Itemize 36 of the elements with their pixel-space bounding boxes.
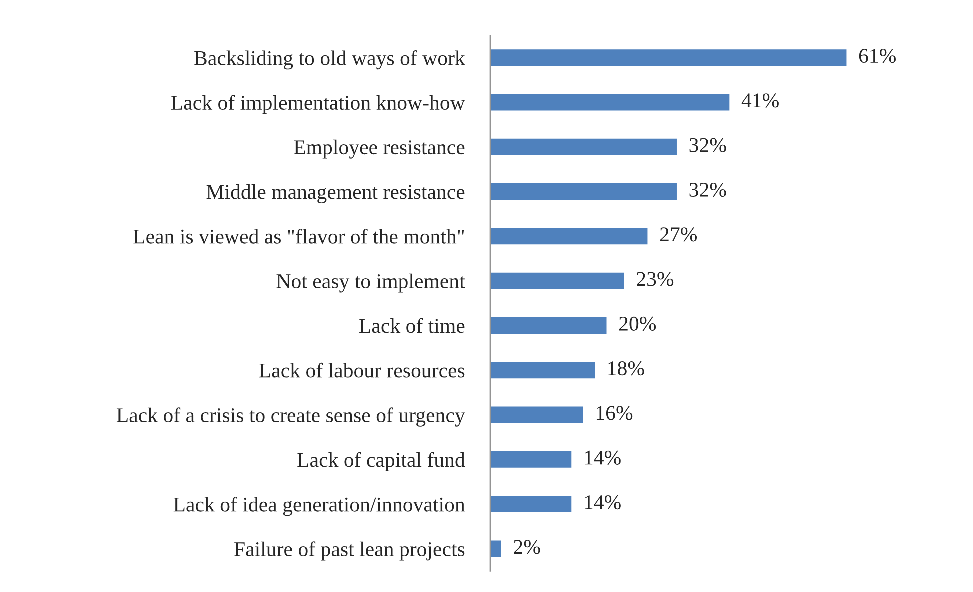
y-tick-label: Middle management resistance	[206, 184, 465, 204]
data-label: 14%	[585, 495, 621, 510]
data-label: 20%	[619, 316, 656, 332]
bar	[490, 138, 678, 157]
bar	[490, 450, 574, 470]
y-tick-label: Lack of a crisis to create sense of urgency	[116, 408, 466, 427]
y-tick-label: Lack of labour resources	[259, 362, 465, 378]
data-label: 61%	[859, 49, 896, 64]
y-tick-label: Lack of idea generation/innovation	[174, 496, 466, 516]
data-label: 32%	[690, 182, 726, 198]
y-tick-label: Lack of capital fund	[298, 452, 466, 472]
y-tick-label: Lack of implementation know-how	[172, 95, 466, 114]
y-tick-label: Failure of past lean projects	[234, 542, 465, 561]
bar	[490, 360, 596, 380]
bar	[490, 539, 503, 559]
y-tick-label: Backsliding to old ways of work	[194, 50, 466, 70]
data-label: 2%	[514, 540, 540, 554]
data-label: 27%	[660, 228, 698, 242]
data-label: 32%	[690, 138, 726, 152]
data-label: 23%	[637, 272, 674, 286]
bar	[490, 182, 678, 202]
y-tick-label: Lean is viewed as "flavor of the month"	[134, 228, 464, 244]
y-tick-label: Not easy to implement	[276, 274, 466, 293]
bar	[490, 226, 650, 246]
y-tick-label: Employee resistance	[294, 140, 465, 159]
bar	[490, 405, 585, 425]
data-label: 41%	[742, 94, 779, 108]
bar	[490, 271, 626, 291]
data-label: 14%	[585, 450, 621, 465]
bar	[490, 494, 574, 514]
data-label: 16%	[596, 406, 633, 420]
data-label: 18%	[608, 362, 644, 376]
y-tick-label: Lack of time	[360, 318, 465, 334]
bar	[490, 48, 848, 68]
bar	[490, 92, 732, 112]
bar	[490, 316, 608, 336]
